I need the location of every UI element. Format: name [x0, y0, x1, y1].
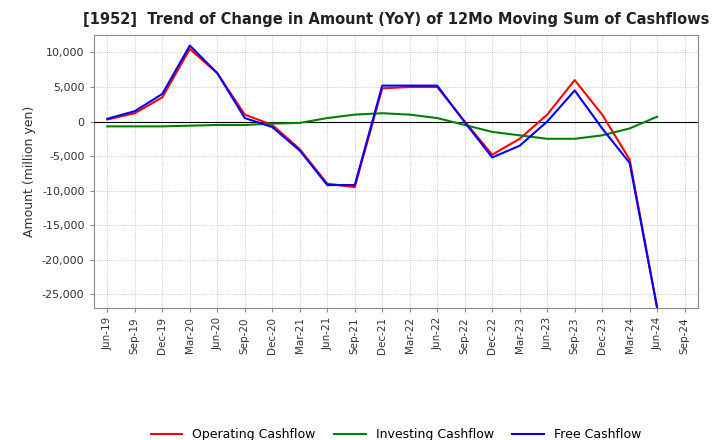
Line: Investing Cashflow: Investing Cashflow	[107, 113, 657, 139]
Free Cashflow	[213, 70, 222, 76]
Operating Cashflow	[570, 77, 579, 83]
Investing Cashflow	[626, 126, 634, 131]
Investing Cashflow	[516, 133, 524, 138]
Free Cashflow	[323, 183, 332, 188]
Free Cashflow	[543, 119, 552, 124]
Operating Cashflow	[103, 117, 112, 122]
Investing Cashflow	[103, 124, 112, 129]
Investing Cashflow	[543, 136, 552, 141]
Investing Cashflow	[158, 124, 166, 129]
Operating Cashflow	[433, 84, 441, 90]
Investing Cashflow	[323, 115, 332, 121]
Operating Cashflow	[653, 305, 662, 311]
Free Cashflow	[351, 183, 359, 188]
Free Cashflow	[130, 109, 139, 114]
Investing Cashflow	[488, 129, 497, 135]
Operating Cashflow	[598, 112, 606, 117]
Free Cashflow	[626, 160, 634, 165]
Free Cashflow	[460, 120, 469, 125]
Free Cashflow	[268, 125, 276, 130]
Free Cashflow	[405, 83, 414, 88]
Investing Cashflow	[653, 114, 662, 119]
Operating Cashflow	[295, 147, 304, 152]
Investing Cashflow	[598, 133, 606, 138]
Operating Cashflow	[240, 112, 249, 117]
Operating Cashflow	[213, 70, 222, 76]
Operating Cashflow	[186, 46, 194, 51]
Operating Cashflow	[351, 184, 359, 190]
Free Cashflow	[378, 83, 387, 88]
Operating Cashflow	[405, 84, 414, 90]
Free Cashflow	[488, 155, 497, 160]
Free Cashflow	[433, 83, 441, 88]
Operating Cashflow	[488, 152, 497, 158]
Investing Cashflow	[268, 121, 276, 126]
Investing Cashflow	[351, 112, 359, 117]
Line: Operating Cashflow: Operating Cashflow	[107, 49, 657, 308]
Investing Cashflow	[240, 122, 249, 128]
Operating Cashflow	[378, 86, 387, 91]
Free Cashflow	[598, 126, 606, 131]
Title: [1952]  Trend of Change in Amount (YoY) of 12Mo Moving Sum of Cashflows: [1952] Trend of Change in Amount (YoY) o…	[83, 12, 709, 27]
Investing Cashflow	[433, 115, 441, 121]
Operating Cashflow	[130, 110, 139, 116]
Free Cashflow	[240, 115, 249, 121]
Investing Cashflow	[186, 123, 194, 128]
Free Cashflow	[186, 43, 194, 48]
Operating Cashflow	[323, 181, 332, 186]
Investing Cashflow	[295, 120, 304, 125]
Operating Cashflow	[158, 95, 166, 100]
Operating Cashflow	[626, 157, 634, 162]
Legend: Operating Cashflow, Investing Cashflow, Free Cashflow: Operating Cashflow, Investing Cashflow, …	[146, 423, 646, 440]
Operating Cashflow	[543, 112, 552, 117]
Free Cashflow	[295, 148, 304, 153]
Y-axis label: Amount (million yen): Amount (million yen)	[23, 106, 37, 237]
Operating Cashflow	[460, 119, 469, 124]
Investing Cashflow	[405, 112, 414, 117]
Line: Free Cashflow: Free Cashflow	[107, 46, 657, 308]
Free Cashflow	[653, 305, 662, 311]
Investing Cashflow	[570, 136, 579, 141]
Free Cashflow	[516, 143, 524, 148]
Free Cashflow	[103, 116, 112, 121]
Operating Cashflow	[516, 136, 524, 141]
Investing Cashflow	[213, 122, 222, 128]
Investing Cashflow	[130, 124, 139, 129]
Investing Cashflow	[460, 122, 469, 128]
Free Cashflow	[570, 88, 579, 93]
Investing Cashflow	[378, 110, 387, 116]
Free Cashflow	[158, 91, 166, 96]
Operating Cashflow	[268, 122, 276, 128]
